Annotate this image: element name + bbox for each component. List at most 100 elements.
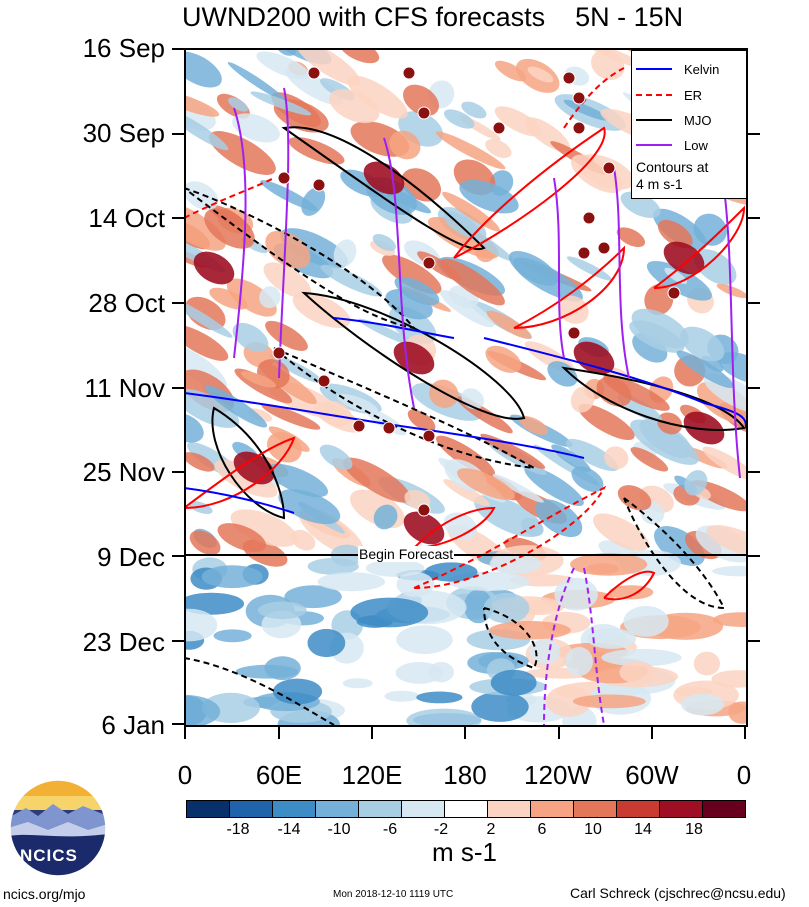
anomaly-patch bbox=[620, 191, 661, 219]
colorbar-label: -6 bbox=[382, 821, 398, 838]
anomaly-patch bbox=[232, 113, 280, 143]
tropical-cyclone-icon bbox=[602, 161, 616, 175]
x-tick-label: 0 bbox=[736, 760, 752, 790]
er-contour-negative bbox=[563, 67, 625, 129]
forecast-anomaly-patch bbox=[586, 628, 637, 649]
tropical-cyclone-icon bbox=[317, 374, 331, 388]
anomaly-patch bbox=[494, 106, 542, 137]
forecast-anomaly-patch bbox=[184, 592, 245, 615]
forecast-anomaly-patch bbox=[307, 628, 346, 658]
y-tick bbox=[746, 217, 760, 219]
x-tick bbox=[371, 725, 373, 739]
colorbar-box bbox=[617, 801, 660, 817]
forecast-anomaly-patch bbox=[384, 690, 420, 702]
forecast-anomaly-patch bbox=[490, 669, 537, 696]
anomaly-patch bbox=[358, 318, 418, 347]
colorbar-box bbox=[488, 801, 531, 817]
anomaly-patch bbox=[680, 326, 725, 362]
forecast-anomaly-patch bbox=[711, 670, 746, 688]
y-tick bbox=[746, 471, 760, 473]
anomaly-patch bbox=[563, 99, 609, 121]
forecast-anomaly-patch bbox=[213, 629, 252, 643]
forecast-anomaly-patch bbox=[728, 701, 746, 724]
tropical-cyclone-icon bbox=[312, 178, 326, 192]
contour-note: Contours at 4 m s-1 bbox=[636, 159, 708, 193]
colorbar-box bbox=[316, 801, 359, 817]
anomaly-patch bbox=[593, 513, 649, 551]
colorbar-box bbox=[402, 801, 445, 817]
colorbar-label: 18 bbox=[685, 821, 703, 838]
anomaly-patch bbox=[693, 213, 727, 246]
anomaly-patch bbox=[402, 84, 440, 116]
anomaly-patch bbox=[485, 345, 522, 373]
low-contour bbox=[233, 107, 247, 359]
anomaly-patch bbox=[226, 278, 277, 317]
y-tick bbox=[172, 640, 184, 642]
er-contour bbox=[453, 126, 606, 259]
colorbar-box bbox=[703, 801, 745, 817]
tropical-cyclone-icon bbox=[417, 106, 431, 120]
anomaly-patch bbox=[184, 89, 220, 117]
x-tick-label: 60W bbox=[625, 760, 679, 790]
anomaly-core bbox=[683, 411, 725, 445]
anomaly-patch bbox=[339, 48, 380, 64]
er-contour bbox=[653, 205, 746, 289]
forecast-anomaly-patch bbox=[545, 685, 592, 717]
anomaly-patch bbox=[217, 523, 267, 552]
footer-author: Carl Schreck (cjschrec@ncsu.edu) bbox=[570, 885, 786, 901]
legend-label: Low bbox=[684, 137, 708, 153]
tropical-cyclone-icon bbox=[567, 326, 581, 340]
tropical-cyclone-icon bbox=[272, 346, 286, 360]
anomaly-patch bbox=[373, 504, 398, 530]
footer-website-link[interactable]: ncics.org/mjo bbox=[3, 886, 86, 902]
anomaly-core bbox=[393, 341, 435, 375]
legend-swatch bbox=[636, 119, 672, 121]
anomaly-patch bbox=[265, 320, 308, 351]
anomaly-patch bbox=[240, 371, 277, 388]
ncics-logo[interactable] bbox=[8, 778, 108, 878]
anomaly-patch bbox=[457, 468, 515, 500]
forecast-anomaly-patch bbox=[572, 694, 646, 709]
anomaly-patch bbox=[372, 233, 396, 252]
tropical-cyclone-icon bbox=[582, 211, 596, 225]
low-contour-forecast bbox=[543, 567, 575, 725]
forecast-anomaly-patch bbox=[489, 553, 541, 574]
footer-timestamp: Mon 2018-12-10 1119 UTC bbox=[333, 889, 454, 900]
anomaly-patch bbox=[184, 452, 215, 472]
anomaly-patch bbox=[319, 444, 353, 470]
forecast-anomaly-patch bbox=[307, 558, 359, 575]
anomaly-patch bbox=[227, 62, 287, 102]
y-tick bbox=[746, 302, 760, 304]
anomaly-patch bbox=[228, 97, 249, 112]
y-tick-label: 30 Sep bbox=[82, 118, 165, 148]
anomaly-patch bbox=[443, 109, 475, 129]
forecast-anomaly-patch bbox=[350, 597, 429, 628]
anomaly-patch bbox=[329, 89, 380, 124]
y-tick-label: 6 Jan bbox=[101, 710, 165, 740]
anomaly-patch bbox=[696, 381, 746, 425]
anomaly-patch bbox=[571, 466, 604, 492]
anomaly-patch bbox=[343, 457, 411, 503]
low-contour bbox=[278, 87, 290, 379]
anomaly-patch bbox=[184, 108, 229, 151]
colorbar-label: -10 bbox=[327, 821, 351, 838]
anomaly-patch bbox=[259, 286, 281, 309]
anomaly-patch bbox=[485, 138, 512, 159]
kelvin-contour bbox=[333, 317, 455, 339]
y-tick bbox=[746, 387, 760, 389]
forecast-anomaly-patch bbox=[713, 612, 746, 627]
y-tick bbox=[172, 217, 184, 219]
colorbar-label: 14 bbox=[634, 821, 652, 838]
legend-label: Kelvin bbox=[684, 61, 720, 77]
tropical-cyclone-icon bbox=[307, 66, 321, 80]
anomaly-patch bbox=[232, 322, 269, 353]
er-contour-negative bbox=[184, 177, 275, 219]
legend-swatch bbox=[636, 144, 672, 146]
anomaly-core bbox=[403, 511, 445, 545]
tropical-cyclone-icon bbox=[417, 503, 431, 517]
mjo-contour bbox=[561, 366, 746, 431]
tropical-cyclone-icon bbox=[277, 171, 291, 185]
mjo-contour bbox=[301, 291, 526, 420]
y-tick-label: 25 Nov bbox=[82, 457, 165, 487]
anomaly-patch bbox=[512, 257, 583, 302]
